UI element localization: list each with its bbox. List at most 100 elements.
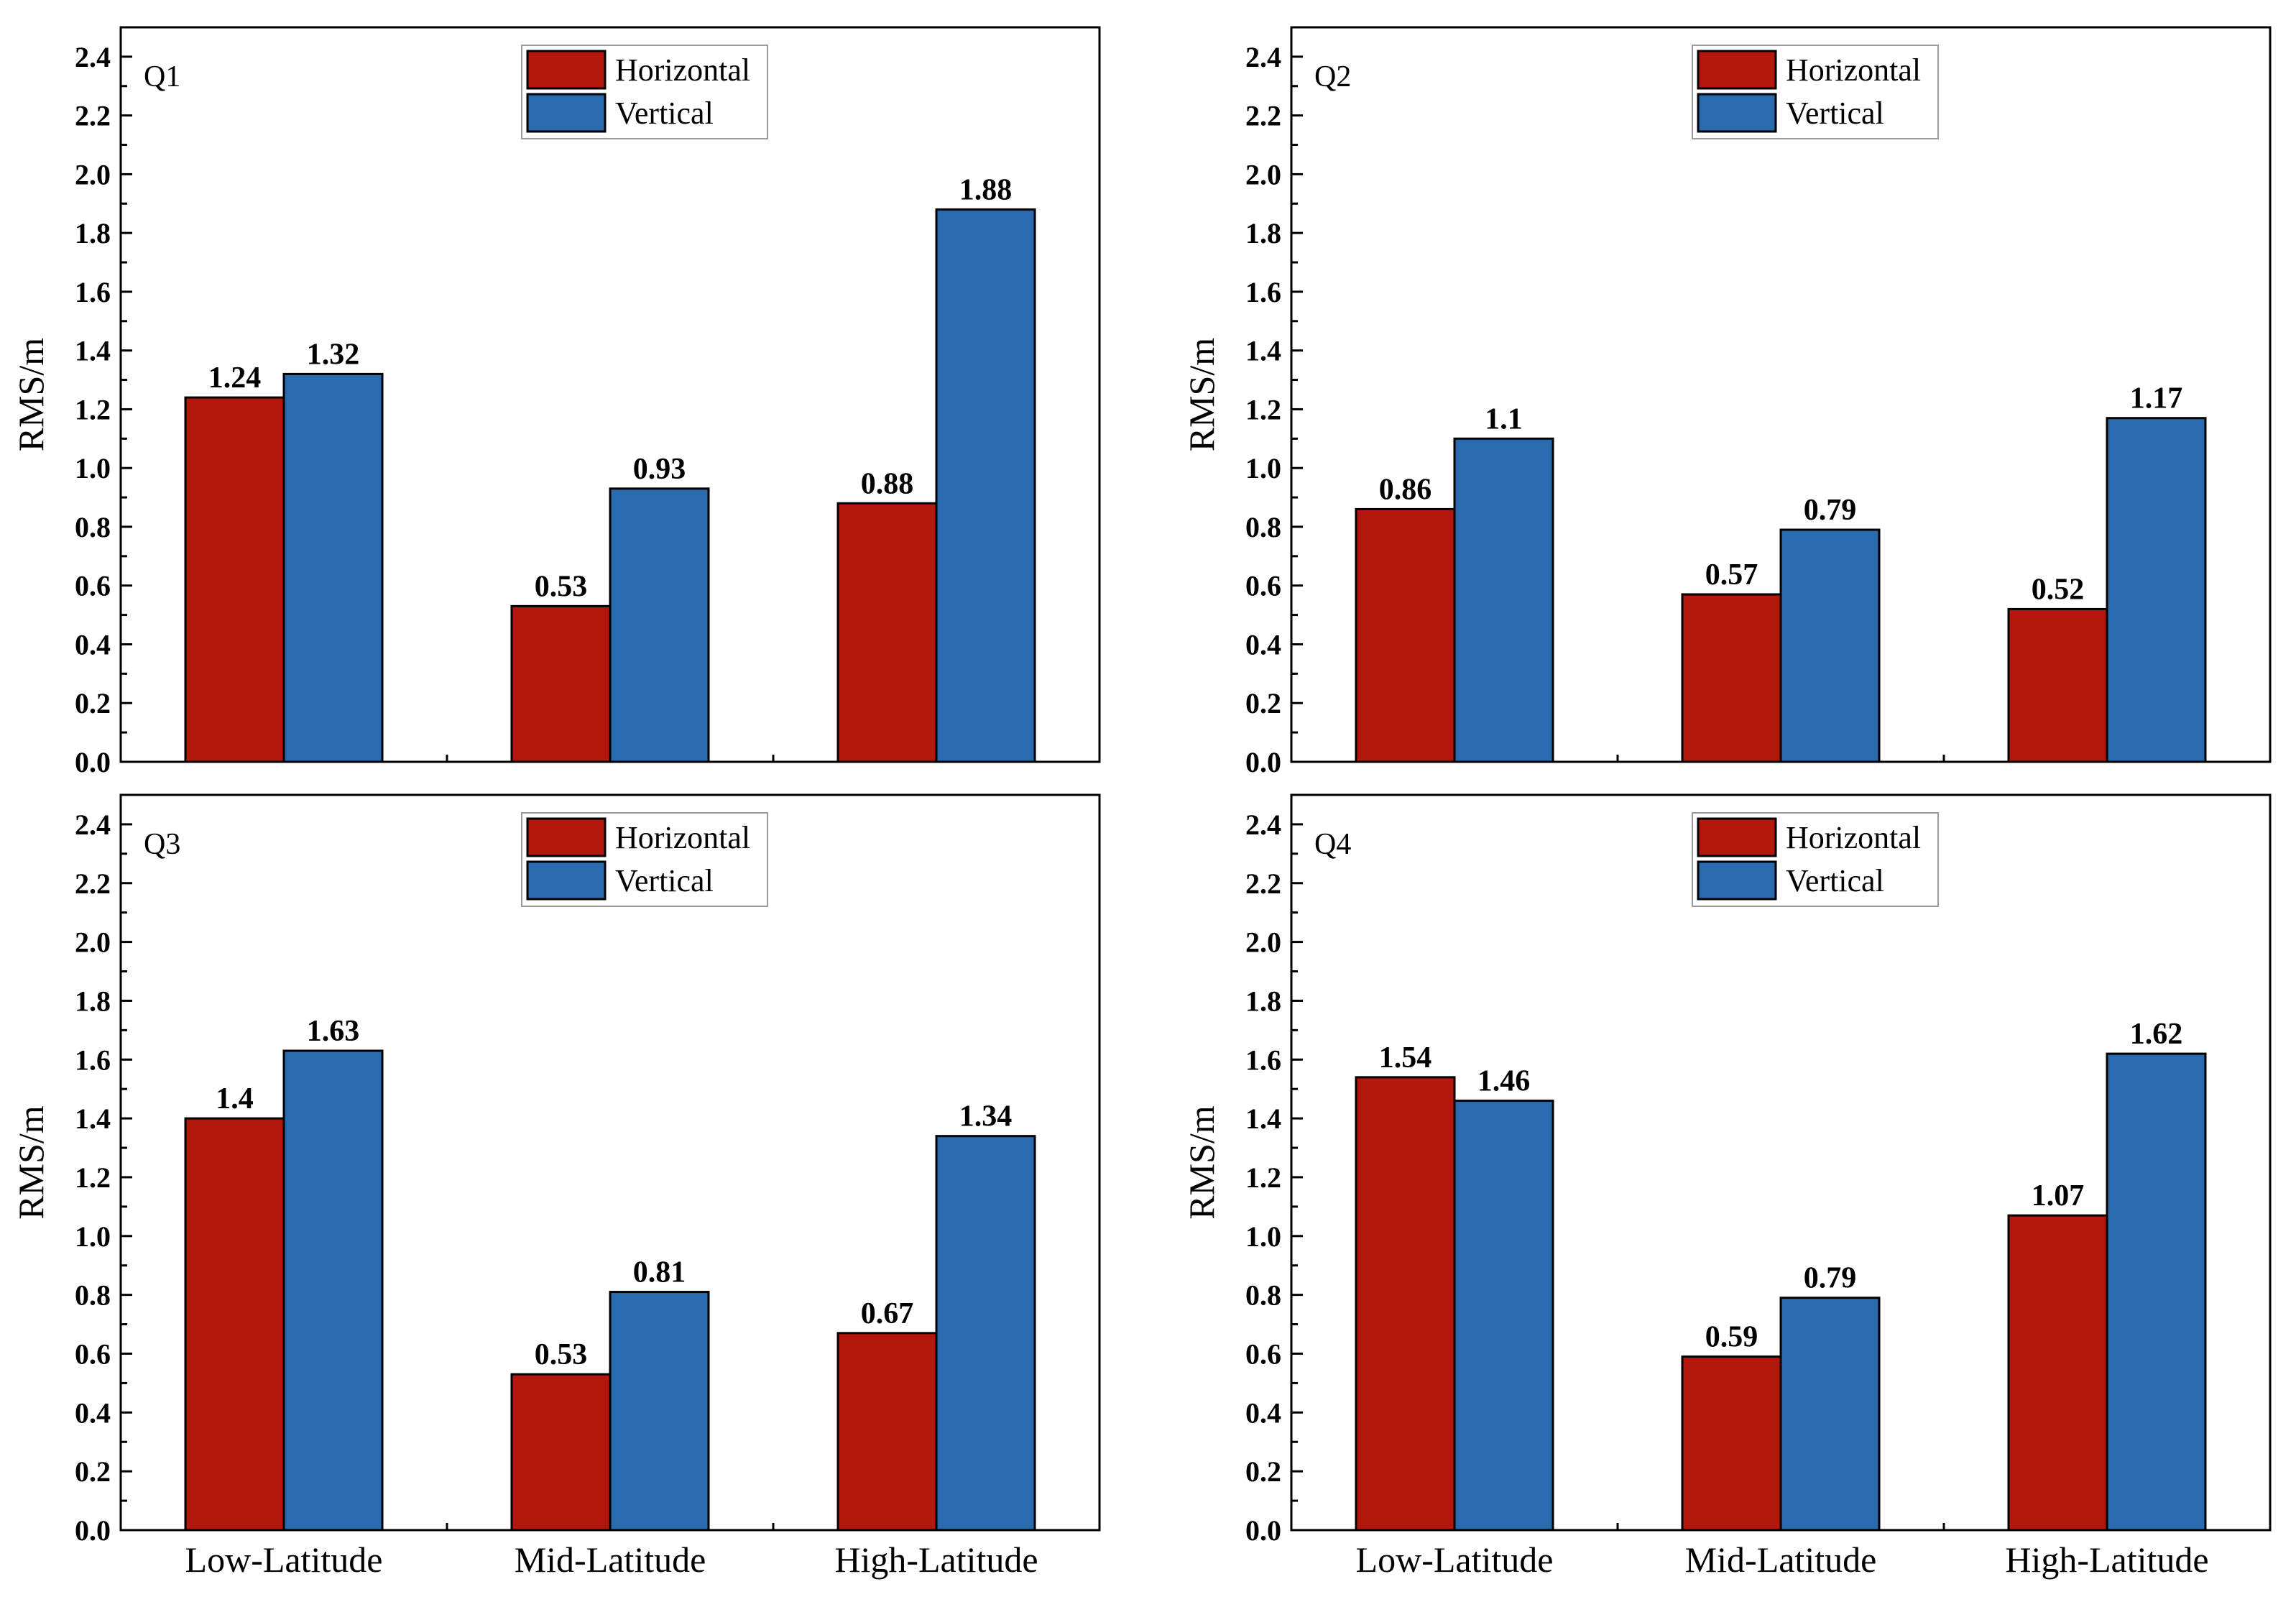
y-tick-label: 1.6 (75, 276, 111, 308)
y-tick-label: 1.0 (75, 452, 111, 484)
legend-label: Horizontal (615, 820, 750, 855)
value-label: 0.52 (2032, 573, 2085, 606)
bar-vertical-low-latitude (282, 372, 384, 763)
plot-frame (119, 793, 1101, 1532)
legend: Horizontal Vertical (1692, 812, 1939, 907)
legend-swatch-horizontal (1697, 817, 1777, 857)
bar-horizontal-low-latitude (1355, 507, 1456, 763)
y-tick-label: 2.4 (75, 41, 111, 73)
y-tick-label: 1.2 (75, 1161, 111, 1194)
bar-vertical-mid-latitude (609, 1291, 710, 1532)
value-label: 1.4 (216, 1082, 254, 1115)
value-label: 1.46 (1477, 1065, 1531, 1098)
value-label: 1.24 (208, 362, 262, 395)
legend-label: Vertical (1786, 96, 1884, 131)
x-tick-label: Mid-Latitude (515, 1539, 706, 1580)
y-axis-label: RMS/m (1181, 338, 1222, 452)
bar-horizontal-mid-latitude (1681, 1355, 1782, 1532)
bar-horizontal-high-latitude (2007, 607, 2108, 763)
y-tick-label: 0.0 (75, 746, 111, 778)
value-label: 1.17 (2130, 382, 2183, 415)
chart-panel-q3: 1.4 0.53 0.67 1.63 0.81 1.34 0.0 0.2 0.4 0.6 0.8 1.… (11, 793, 1101, 1580)
bar-vertical-low-latitude (282, 1049, 384, 1532)
y-tick-label: 1.6 (75, 1044, 111, 1076)
y-tick-label: 1.0 (1245, 452, 1281, 484)
legend-label: Vertical (615, 96, 714, 131)
y-tick-label: 2.4 (75, 809, 111, 841)
bar-horizontal-high-latitude (836, 502, 938, 763)
y-tick-label: 1.2 (1245, 393, 1281, 425)
x-tick-label: Mid-Latitude (1685, 1539, 1877, 1580)
y-tick-label: 2.2 (1245, 867, 1281, 900)
legend-label: Horizontal (1786, 52, 1921, 88)
value-label: 0.59 (1705, 1321, 1758, 1354)
y-tick-label: 0.4 (1245, 1396, 1281, 1429)
bar-horizontal-mid-latitude (1681, 593, 1782, 763)
y-tick-label: 0.6 (1245, 570, 1281, 602)
panel-title: Q3 (144, 828, 180, 861)
bar-vertical-mid-latitude (609, 487, 710, 763)
panel-title: Q1 (144, 60, 180, 93)
y-tick-label: 0.8 (1245, 511, 1281, 543)
y-tick-label: 0.0 (1245, 746, 1281, 778)
value-label: 0.53 (535, 570, 588, 603)
chart-panel-q2: 0.86 0.57 0.52 1.1 0.79 1.17 0.0 0.2 0.4 0.6 0.8 1.… (1181, 26, 2272, 778)
x-tick-label: High-Latitude (2005, 1539, 2208, 1580)
value-label: 1.54 (1379, 1041, 1432, 1074)
y-tick-label: 2.4 (1245, 809, 1281, 841)
y-tick-label: 1.6 (1245, 276, 1281, 308)
y-tick-label: 1.4 (1245, 335, 1281, 367)
bar-horizontal-low-latitude (1355, 1076, 1456, 1532)
legend: Horizontal Vertical (521, 812, 768, 907)
y-tick-label: 2.2 (1245, 100, 1281, 132)
y-tick-label: 0.2 (75, 1455, 111, 1488)
value-label: 0.81 (633, 1256, 686, 1289)
y-tick-label: 0.4 (75, 1396, 111, 1429)
y-tick-label: 0.8 (75, 1279, 111, 1312)
value-label: 0.67 (861, 1297, 914, 1330)
value-label: 1.1 (1485, 402, 1523, 436)
y-tick-label: 1.8 (1245, 217, 1281, 249)
bar-horizontal-high-latitude (2007, 1214, 2108, 1532)
y-tick-label: 1.0 (75, 1220, 111, 1253)
y-tick-label: 1.2 (1245, 1161, 1281, 1194)
y-tick-label: 0.2 (75, 687, 111, 719)
chart-panel-q1: 1.24 0.53 0.88 1.32 0.93 1.88 0.0 0.2 0.4 0.6 0.8 1… (11, 26, 1101, 778)
bar-vertical-low-latitude (1453, 437, 1554, 763)
y-tick-label: 2.0 (75, 158, 111, 190)
y-tick-label: 1.4 (1245, 1102, 1281, 1135)
y-tick-label: 1.8 (75, 985, 111, 1017)
plot-frame (1290, 26, 2272, 763)
legend-label: Horizontal (1786, 820, 1921, 855)
y-tick-label: 1.0 (1245, 1220, 1281, 1253)
value-label: 0.88 (861, 467, 914, 500)
bar-vertical-low-latitude (1453, 1100, 1554, 1532)
legend-label: Vertical (1786, 863, 1884, 898)
bar-horizontal-low-latitude (184, 396, 285, 763)
value-label: 0.86 (1379, 473, 1432, 506)
legend-swatch-horizontal (526, 50, 607, 90)
y-tick-label: 0.0 (75, 1514, 111, 1547)
legend-swatch-horizontal (1697, 50, 1777, 90)
plot-frame (119, 26, 1101, 763)
y-axis-label: RMS/m (11, 338, 51, 452)
y-tick-label: 1.4 (75, 1102, 111, 1135)
legend-swatch-vertical (526, 93, 607, 133)
y-tick-label: 1.2 (75, 393, 111, 425)
y-axis-label: RMS/m (1181, 1105, 1222, 1220)
y-tick-label: 1.8 (75, 217, 111, 249)
legend-label: Horizontal (615, 52, 750, 88)
x-tick-label: Low-Latitude (185, 1539, 383, 1580)
y-tick-label: 1.8 (1245, 985, 1281, 1017)
value-label: 1.32 (307, 338, 360, 371)
y-tick-label: 0.2 (1245, 1455, 1281, 1488)
value-label: 0.53 (535, 1338, 588, 1371)
x-tick-label: High-Latitude (834, 1539, 1038, 1580)
y-axis-label: RMS/m (11, 1105, 51, 1220)
value-label: 1.88 (959, 173, 1013, 206)
y-tick-label: 0.4 (1245, 628, 1281, 660)
y-tick-label: 1.4 (75, 335, 111, 367)
y-tick-label: 2.2 (75, 867, 111, 900)
value-label: 1.63 (307, 1015, 360, 1048)
